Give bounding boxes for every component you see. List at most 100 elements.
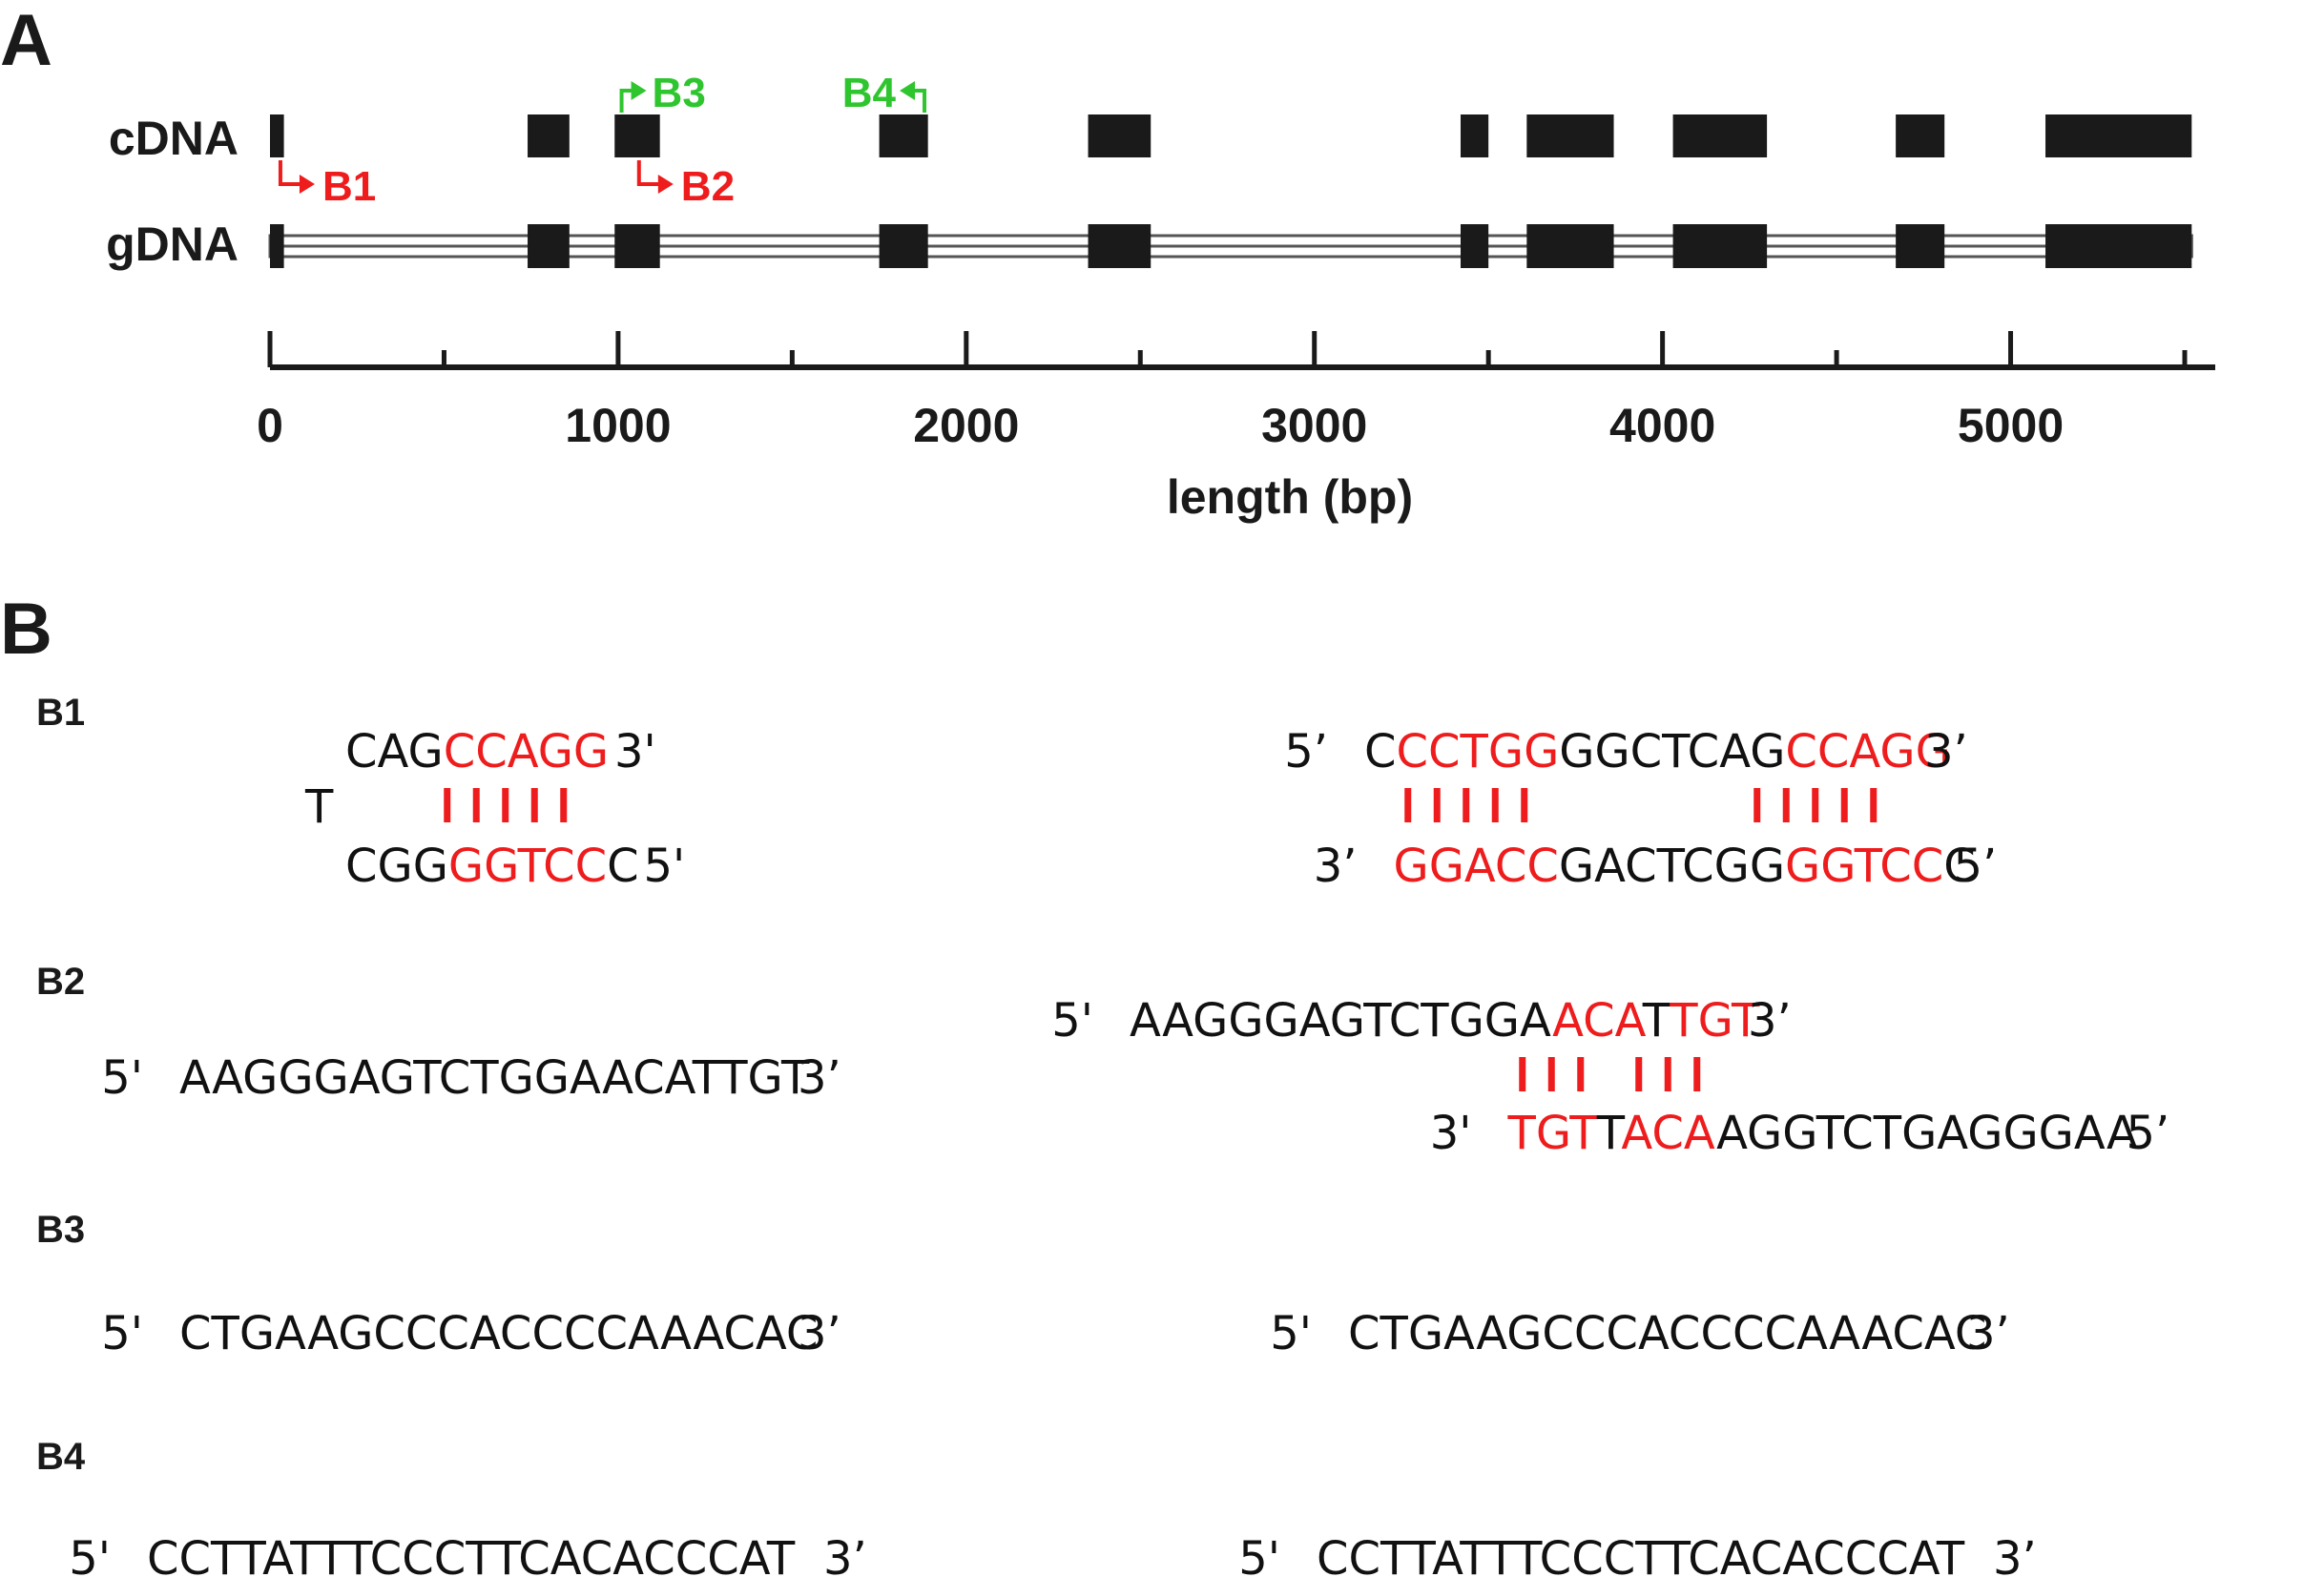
section-label: B1: [36, 692, 85, 734]
strand-end-label: 3’: [1924, 725, 1968, 778]
gdna-exon-6: [1460, 224, 1489, 268]
primer-sequence-right: CTGAAGCCCACCCCAAACAC: [1348, 1307, 1986, 1360]
primer-label: B1: [322, 163, 376, 210]
strand-end-label: 3’: [823, 1532, 867, 1577]
base-pair-bar: [502, 788, 509, 822]
base-pair-bar: [1404, 788, 1412, 822]
strand-start-label: 5': [101, 1051, 143, 1105]
base-pair-bar: [1491, 788, 1499, 822]
gdna-exon-3: [614, 224, 660, 268]
x-axis-label: length (bp): [1167, 470, 1413, 524]
primer-b1: B1: [278, 160, 376, 210]
cdna-exon-1: [270, 114, 284, 157]
primer-arrowhead: [657, 175, 674, 194]
hairpin-loop-base: T: [304, 780, 334, 834]
primer-b2: B2: [636, 160, 735, 210]
cdna-exon-2: [528, 114, 570, 157]
primer-arrowhead: [299, 175, 315, 194]
gdna-exon-2: [528, 224, 570, 268]
base-pair-bar: [1463, 788, 1470, 822]
length-axis: 0 1000 2000 3000 4000 5000: [257, 331, 2215, 452]
primer-sequence-right: CCTTATTTCCCTTCACACCCAT: [1317, 1532, 1965, 1577]
strand-end-label: 5’: [1954, 840, 1998, 893]
primer-arrow-stem: [913, 89, 927, 113]
strand-end-label: 3’: [1993, 1532, 2037, 1577]
primer-arrowhead: [900, 81, 916, 100]
strand-end-label: 5’: [2127, 1107, 2170, 1160]
primer-arrow-stem: [619, 89, 633, 113]
base-pair-bar: [1635, 1057, 1643, 1091]
dimer-top-strand: CCCTGGGGCTCAGCCAGG: [1364, 725, 1951, 778]
panel-a: A cDNA gDNA B1 B2 B3 B4 0 1000 2000 3000 4000 50…: [0, 0, 2215, 524]
cdna-exon-3: [614, 114, 660, 157]
strand-start-label: 5': [101, 1307, 143, 1360]
base-pair-bar: [1521, 788, 1528, 822]
cdna-exon-6: [1460, 114, 1489, 157]
primer-arrow-stem: [278, 160, 301, 186]
strand-end-label: 3’: [1966, 1307, 2010, 1360]
section-b4: B4 5' CCTTATTTCCCTTCACACCCAT 3’ 5' CCTTATTTCC…: [36, 1436, 2037, 1577]
base-pair-bar: [1433, 788, 1441, 822]
tick-label: 3000: [1261, 399, 1367, 452]
base-pair-bar: [472, 788, 480, 822]
cdna-exon-4: [879, 114, 928, 157]
strand-end-label: 3’: [798, 1051, 841, 1105]
primer-sequence: AAGGGAGTCTGGAACATTGT: [179, 1051, 810, 1105]
base-pair-bar: [1519, 1057, 1526, 1091]
hairpin-bottom-strand: CGGGGTCCC: [345, 840, 639, 893]
strand-start-label: 5': [1270, 1307, 1312, 1360]
primer-arrowhead: [631, 81, 647, 100]
strand-end-label: 3’: [1748, 994, 1792, 1048]
gdna-row-label: gDNA: [106, 218, 239, 271]
gdna-exon-4: [879, 224, 928, 268]
primer-sequence-left: CCTTATTTCCCTTCACACCCAT: [147, 1532, 796, 1577]
cdna-exon-9: [1896, 114, 1945, 157]
gdna-exon-9: [1896, 224, 1945, 268]
cdna-exon-7: [1526, 114, 1614, 157]
tick-label: 5000: [1958, 399, 2064, 452]
base-pair-bar: [1547, 1057, 1555, 1091]
strand-start-label: 3’: [1314, 840, 1358, 893]
strand-end-label: 3’: [798, 1307, 841, 1360]
cdna-row-label: cDNA: [109, 112, 239, 165]
primer-label: B3: [653, 70, 706, 116]
base-pair-bar: [1840, 788, 1848, 822]
strand-start-label: 5': [1238, 1532, 1280, 1577]
strand-start-label: 5’: [1284, 725, 1328, 778]
section-label: B4: [36, 1436, 86, 1478]
section-label: B3: [36, 1209, 85, 1251]
primer-arrow-stem: [636, 160, 660, 186]
tick-label: 4000: [1609, 399, 1715, 452]
base-pair-bar: [1577, 1057, 1585, 1091]
panel-b-label: B: [0, 589, 52, 670]
gdna-exon-10: [2045, 224, 2192, 268]
base-pair-bar: [1693, 1057, 1701, 1091]
cdna-exon-8: [1672, 114, 1768, 157]
hairpin-top-strand: CAGCCAGG: [345, 725, 609, 778]
base-pair-bar: [1753, 788, 1761, 822]
dimer-bottom-strand: TGTTACAAGGTCTGAGGGAA: [1507, 1107, 2139, 1160]
primer-b3: B3: [619, 70, 706, 116]
base-pair-bar: [1812, 788, 1819, 822]
base-pair-bar: [1782, 788, 1790, 822]
primer-b4: B4: [842, 70, 927, 116]
strand-end-label: 3': [614, 725, 656, 778]
section-b1: B1 CAGCCAGG 3' TCGGGGTCCC 5' 5’ CCCTGGGGCTCAGC…: [36, 692, 1997, 893]
strand-start-label: 3': [1430, 1107, 1472, 1160]
gdna-exon-track: [270, 224, 2192, 268]
primer-label: B4: [842, 70, 897, 116]
section-label: B2: [36, 961, 85, 1003]
base-pair-bar: [1870, 788, 1878, 822]
strand-end-label: 5': [644, 840, 686, 893]
tick-label: 1000: [565, 399, 671, 452]
primer-markers: B1 B2 B3 B4: [278, 70, 927, 210]
strand-start-label: 5': [69, 1532, 111, 1577]
tick-label: 0: [257, 399, 283, 452]
dimer-top-strand: AAGGGAGTCTGGAACATTGT: [1130, 994, 1760, 1048]
base-pair-bar: [530, 788, 538, 822]
gdna-exon-5: [1088, 224, 1152, 268]
panel-a-label: A: [0, 0, 52, 81]
